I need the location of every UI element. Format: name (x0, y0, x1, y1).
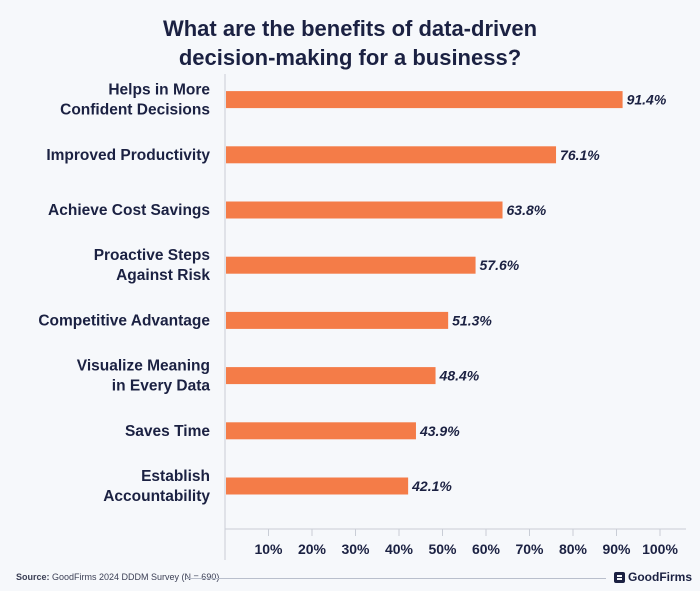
source-text: GoodFirms 2024 DDDM Survey (N = 690) (49, 572, 220, 582)
category-label: Proactive Steps Against Risk (94, 247, 211, 284)
category-label-line: Confident Decisions (60, 102, 210, 119)
bar (226, 422, 416, 440)
footer-divider (186, 578, 606, 579)
category-label-line: Establish (141, 468, 210, 485)
data-label: 76.1% (560, 147, 600, 163)
bar (226, 256, 476, 274)
x-tick-label: 50% (428, 541, 457, 557)
bar (226, 311, 449, 329)
bar (226, 367, 436, 385)
data-label: 57.6% (480, 257, 520, 273)
category-label: Achieve Cost Savings (48, 202, 210, 219)
x-tick-label: 90% (602, 541, 631, 557)
x-tick-label: 30% (341, 541, 370, 557)
data-label: 42.1% (411, 478, 452, 494)
data-label: 51.3% (452, 312, 492, 328)
source-note: Source: GoodFirms 2024 DDDM Survey (N = … (16, 572, 219, 582)
category-label: Visualize Meaning in Every Data (77, 358, 211, 395)
category-label: Competitive Advantage (38, 312, 210, 329)
x-tick-label: 70% (515, 541, 544, 557)
data-label: 43.9% (419, 423, 460, 439)
source-label: Source: (16, 572, 50, 582)
category-label-line: Proactive Steps (94, 247, 210, 264)
x-tick-label: 10% (254, 541, 283, 557)
chart-footer: Source: GoodFirms 2024 DDDM Survey (N = … (0, 568, 700, 588)
category-label-line: Improved Productivity (46, 147, 210, 164)
chart-title-line-1: What are the benefits of data-driven (162, 16, 538, 41)
data-label: 63.8% (507, 202, 547, 218)
data-label: 91.4% (627, 92, 667, 108)
chart-title: What are the benefits of data-driven dec… (0, 14, 700, 72)
bar (226, 477, 409, 495)
brand-name: GoodFirms (628, 570, 693, 584)
category-label-line: Against Risk (116, 267, 210, 284)
bar (226, 91, 623, 109)
category-label: Helps in More Confident Decisions (60, 82, 210, 119)
x-tick-label: 20% (298, 541, 327, 557)
x-tick-label: 100% (642, 541, 678, 557)
x-tick-label: 80% (559, 541, 588, 557)
category-label: Improved Productivity (46, 147, 210, 164)
category-label: Establish Accountability (103, 468, 210, 505)
data-label: 48.4% (439, 368, 480, 384)
goodfirms-logo-icon (614, 571, 625, 583)
category-label-line: Helps in More (108, 82, 210, 99)
category-label-line: in Every Data (112, 378, 211, 395)
chart-title-line-2: decision-making for a business? (178, 45, 522, 70)
category-label-line: Competitive Advantage (38, 312, 210, 329)
brand-logo: GoodFirms (614, 570, 692, 584)
bar (226, 201, 503, 219)
category-label-line: Saves Time (125, 423, 210, 440)
bar (226, 146, 557, 164)
category-label-line: Achieve Cost Savings (48, 202, 210, 219)
category-label-line: Visualize Meaning (77, 358, 210, 375)
x-tick-label: 40% (385, 541, 414, 557)
category-label: Saves Time (125, 423, 210, 440)
x-tick-label: 60% (472, 541, 501, 557)
category-label-line: Accountability (103, 488, 210, 505)
